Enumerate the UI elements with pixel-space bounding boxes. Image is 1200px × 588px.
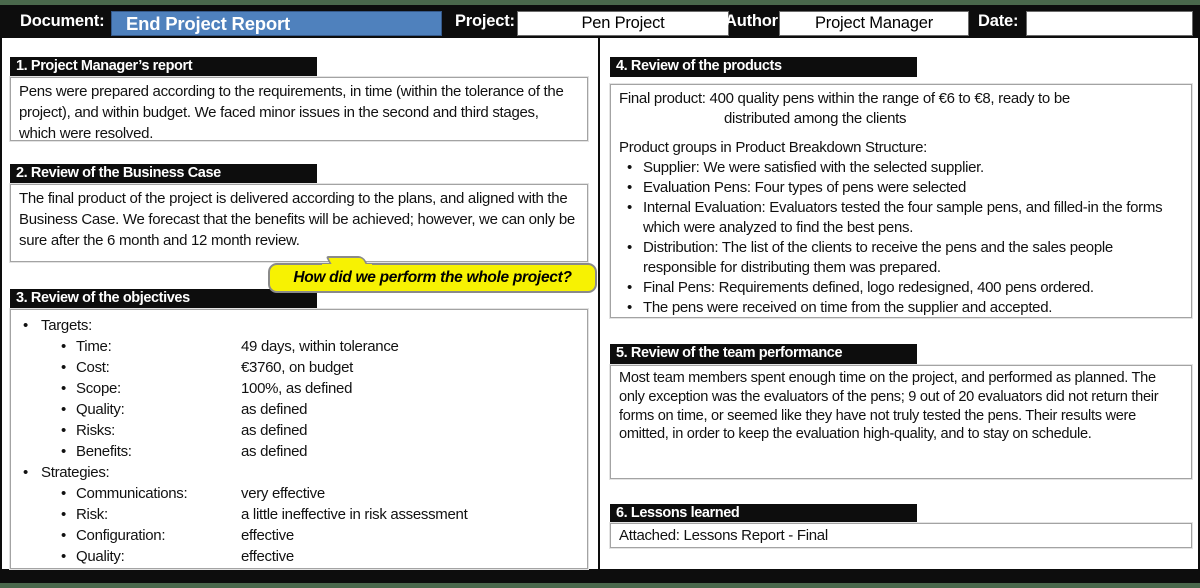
project-label: Project: (455, 12, 515, 30)
list-item: Distribution: The list of the clients to… (619, 238, 1183, 278)
section-2-header: 2. Review of the Business Case (10, 164, 317, 184)
callout-tail-fill (322, 264, 372, 268)
objective-item: Configuration: effective (11, 525, 587, 546)
objective-label: Quality: (76, 401, 125, 418)
date-field[interactable] (1026, 11, 1193, 36)
left-border (0, 38, 2, 569)
section-4-body: Final product: 400 quality pens within t… (610, 84, 1192, 318)
section-1-body: Pens were prepared according to the requ… (10, 77, 588, 142)
right-border (1198, 38, 1200, 569)
objective-value: as defined (241, 422, 308, 439)
author-label: Author: (725, 12, 784, 30)
list-item: Supplier: We were satisfied with the sel… (619, 158, 1183, 178)
list-item: Internal Evaluation: Evaluators tested t… (619, 198, 1183, 238)
objective-value: a little ineffective in risk assessment (241, 506, 468, 523)
objective-label: Benefits: (76, 443, 132, 460)
title-bar: Document: End Project Report Project: Pe… (0, 5, 1200, 38)
objectives-group-label: Strategies: (11, 462, 587, 483)
objective-label: Risk: (76, 506, 108, 523)
objective-item: Time: 49 days, within tolerance (11, 336, 587, 357)
section-1-header: 1. Project Manager’s report (10, 57, 317, 77)
objective-label: Cost: (76, 359, 110, 376)
objective-value: very effective (241, 485, 325, 502)
section-6-body: Attached: Lessons Report - Final (610, 523, 1192, 548)
objective-item: Scope: 100%, as defined (11, 378, 587, 399)
products-intro-line1: Final product: 400 quality pens within t… (619, 90, 1070, 107)
objective-item: Communications: very effective (11, 483, 587, 504)
objective-value: as defined (241, 443, 308, 460)
project-field[interactable]: Pen Project (517, 11, 729, 36)
section-3-body: Targets: Time: 49 days, within tolerance… (10, 309, 588, 569)
objective-value: €3760, on budget (241, 359, 353, 376)
objective-label: Risks: (76, 422, 116, 439)
objective-item: Risk: a little ineffective in risk asses… (11, 504, 587, 525)
section-2-body: The final product of the project is deli… (10, 184, 588, 262)
list-item: Evaluation Pens: Four types of pens were… (619, 178, 1183, 198)
objective-value: effective (241, 548, 294, 565)
section-3-header: 3. Review of the objectives (10, 289, 317, 309)
bottom-black-bar (0, 569, 1200, 583)
question-callout: How did we perform the whole project? (268, 256, 597, 293)
objective-item: Cost: €3760, on budget (11, 357, 587, 378)
list-item: The pens were received on time from the … (619, 298, 1183, 318)
objective-value: 49 days, within tolerance (241, 338, 399, 355)
date-label: Date: (978, 12, 1019, 30)
objective-value: as defined (241, 401, 308, 418)
objective-item: Risks: as defined (11, 420, 587, 441)
section-5-body: Most team members spent enough time on t… (610, 365, 1192, 479)
product-groups-heading: Product groups in Product Breakdown Stru… (619, 139, 928, 156)
objective-label: Configuration: (76, 527, 166, 544)
callout-text: How did we perform the whole project? (293, 269, 572, 286)
top-green-border (0, 0, 1200, 5)
section-4-header: 4. Review of the products (610, 57, 917, 77)
list-item: Final Pens: Requirements defined, logo r… (619, 278, 1183, 298)
objective-label: Quality: (76, 548, 125, 565)
products-intro-line2: distributed among the clients (724, 110, 907, 127)
objective-item: Quality: effective (11, 546, 587, 567)
objective-value: effective (241, 527, 294, 544)
section-5-header: 5. Review of the team performance (610, 344, 917, 364)
document-label: Document: (20, 12, 105, 30)
objective-label: Time: (76, 338, 112, 355)
section-6-header: 6. Lessons learned (610, 504, 917, 524)
objective-value: 100%, as defined (241, 380, 353, 397)
bottom-green-border (0, 583, 1200, 588)
objectives-group-label: Targets: (11, 315, 587, 336)
objective-label: Scope: (76, 380, 121, 397)
objective-label: Communications: (76, 485, 188, 502)
product-groups-list: Supplier: We were satisfied with the sel… (619, 158, 1183, 318)
objective-item: Quality: as defined (11, 399, 587, 420)
author-field[interactable]: Project Manager (779, 11, 969, 36)
document-title-box: End Project Report (111, 11, 442, 36)
column-divider (598, 38, 600, 569)
objective-item: Benefits: as defined (11, 441, 587, 462)
